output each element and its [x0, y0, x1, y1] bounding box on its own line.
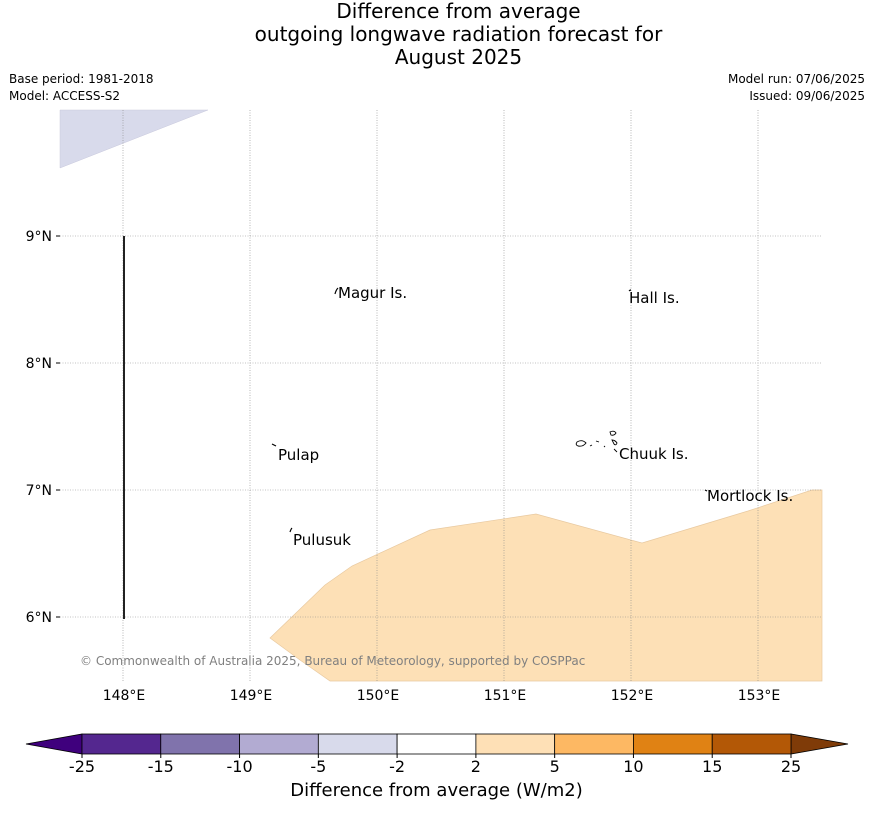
- colorbar-tick-label: 10: [623, 757, 643, 776]
- lon-label-152e: 152°E: [611, 688, 654, 704]
- title-line-1: Difference from average: [336, 0, 581, 23]
- colorbar-segment: [317, 733, 398, 755]
- island-chuuk: [575, 430, 618, 453]
- positive-anomaly-region: [269, 489, 823, 682]
- model-run: Model run: 07/06/2025: [727, 72, 865, 86]
- base-period: Base period: 1981-2018: [9, 72, 154, 86]
- island-hall: [628, 289, 632, 292]
- island-pulap: [271, 443, 277, 447]
- place-label-mortlock: Mortlock Is.: [707, 487, 793, 505]
- colorbar-tick-label: -5: [310, 757, 326, 776]
- place-label-hall: Hall Is.: [629, 289, 680, 307]
- issued-date: Issued: 09/06/2025: [749, 89, 865, 103]
- negative-anomaly-region: [59, 109, 209, 169]
- colorbar-segment: [239, 733, 319, 755]
- model-name: Model: ACCESS-S2: [9, 89, 121, 103]
- copyright-note: © Commonwealth of Australia 2025, Bureau…: [80, 654, 585, 668]
- colorbar-segment: [396, 733, 477, 755]
- colorbar-tick-label: -15: [148, 757, 174, 776]
- colorbar-tick-label: -2: [389, 757, 405, 776]
- lon-label-153e: 153°E: [738, 688, 781, 704]
- map-title: Difference from average outgoing longwav…: [0, 0, 873, 69]
- island-pulusuk: [289, 527, 293, 533]
- colorbar-segment: [711, 733, 792, 755]
- place-label-magur: Magur Is.: [338, 284, 407, 302]
- colorbar-title: Difference from average (W/m2): [290, 780, 583, 801]
- place-label-pulusuk: Pulusuk: [293, 531, 351, 549]
- colorbar-segment: [554, 733, 634, 755]
- colorbar-tick-label: 15: [702, 757, 722, 776]
- title-line-2: outgoing longwave radiation forecast for: [254, 22, 663, 46]
- lat-label-9n: 9°N: [26, 229, 52, 245]
- colorbar-extend-high: [790, 733, 849, 755]
- colorbar-tick-label: 25: [781, 757, 801, 776]
- colorbar-tick-label: 2: [471, 757, 481, 776]
- lat-label-7n: 7°N: [26, 483, 52, 499]
- place-label-pulap: Pulap: [278, 446, 319, 464]
- lon-label-148e: 148°E: [103, 688, 146, 704]
- colorbar: -25 -15 -10 -5 -2 2 5 10 15 25: [25, 733, 849, 776]
- colorbar-tick-label: -10: [226, 757, 252, 776]
- colorbar-extend-low: [25, 733, 83, 755]
- title-line-3: August 2025: [394, 45, 523, 69]
- map-panel: 9°N 8°N 7°N 6°N 148°E 149°E 150°E 151°E …: [26, 109, 823, 704]
- lon-label-149e: 149°E: [230, 688, 273, 704]
- colorbar-segment: [475, 733, 556, 755]
- lat-label-8n: 8°N: [26, 356, 52, 372]
- meta-right: Model run: 07/06/2025 Issued: 09/06/2025: [728, 71, 865, 105]
- colorbar-segment: [160, 733, 240, 755]
- island-magur: [334, 287, 339, 295]
- colorbar-tick-label: -25: [69, 757, 95, 776]
- lon-label-150e: 150°E: [357, 688, 400, 704]
- island-outlines: [271, 287, 708, 533]
- lat-label-6n: 6°N: [26, 610, 52, 626]
- place-label-chuuk: Chuuk Is.: [619, 445, 688, 463]
- island-mortlock: [704, 489, 708, 492]
- lat-ticks: [56, 235, 60, 618]
- colorbar-segment: [81, 733, 162, 755]
- colorbar-segment: [633, 733, 713, 755]
- latitude-gridlines: [60, 235, 822, 618]
- meta-left: Base period: 1981-2018 Model: ACCESS-S2: [9, 71, 154, 105]
- lon-label-151e: 151°E: [484, 688, 527, 704]
- colorbar-tick-label: 5: [550, 757, 560, 776]
